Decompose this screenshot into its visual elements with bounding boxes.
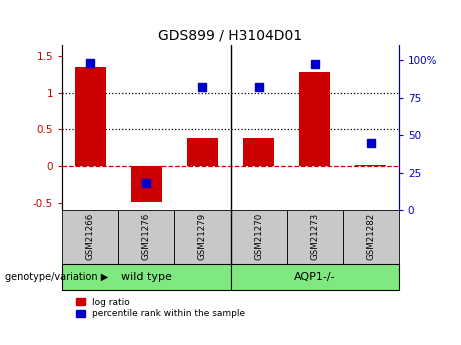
Text: GSM21270: GSM21270 (254, 213, 263, 260)
Bar (131, 166, 162, 201)
Bar (230, 210, 287, 264)
Text: GSM21282: GSM21282 (366, 213, 375, 260)
Text: GSM21266: GSM21266 (86, 213, 95, 260)
Bar (355, 165, 386, 166)
Bar (243, 138, 274, 166)
Bar (230, 264, 399, 290)
Text: GSM21273: GSM21273 (310, 213, 319, 260)
Bar (118, 210, 174, 264)
Text: genotype/variation ▶: genotype/variation ▶ (5, 272, 108, 282)
Text: GSM21276: GSM21276 (142, 213, 151, 260)
Point (311, 62, 318, 67)
Bar (187, 138, 218, 166)
Text: wild type: wild type (121, 272, 172, 282)
Point (255, 84, 262, 90)
Title: GDS899 / H3104D01: GDS899 / H3104D01 (159, 28, 302, 42)
Text: AQP1-/-: AQP1-/- (294, 272, 336, 282)
Bar (75, 67, 106, 166)
Point (142, 180, 150, 186)
Text: GSM21279: GSM21279 (198, 213, 207, 260)
Bar (287, 210, 343, 264)
Bar (174, 210, 230, 264)
Point (87, 60, 94, 66)
Bar (299, 72, 330, 166)
Bar (62, 210, 118, 264)
Point (367, 140, 374, 146)
Point (199, 84, 206, 90)
Bar (62, 264, 230, 290)
Bar (343, 210, 399, 264)
Legend: log ratio, percentile rank within the sample: log ratio, percentile rank within the sa… (76, 298, 245, 318)
